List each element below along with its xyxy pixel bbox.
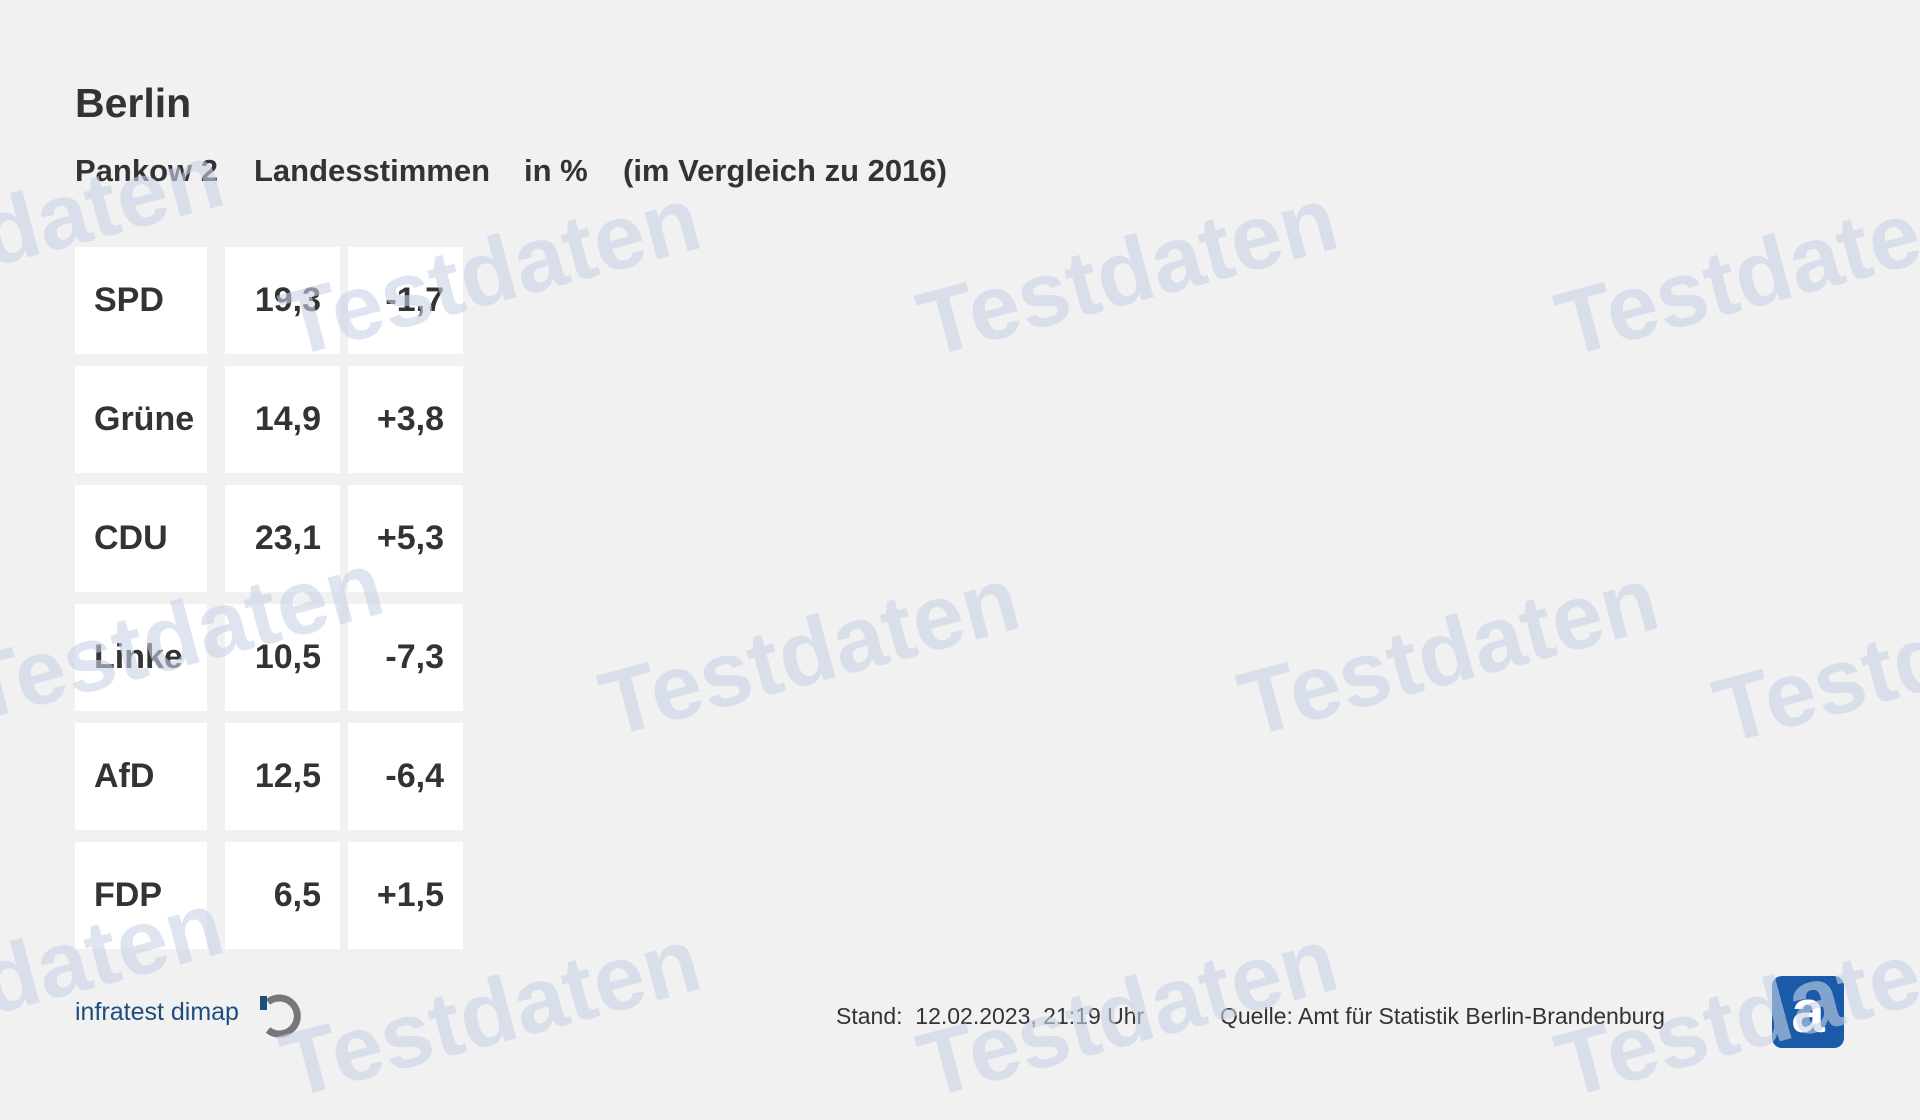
subtitle-compare: (im Vergleich zu 2016) xyxy=(623,153,947,188)
party-cell: Grüne xyxy=(75,366,207,473)
change-cell: +5,3 xyxy=(348,485,463,592)
brand-name: infratest dimap xyxy=(75,998,239,1026)
watermark: Testdaten xyxy=(1703,554,1920,764)
brand-logo xyxy=(260,994,301,1038)
channel-logo: a xyxy=(1772,976,1844,1048)
share-cell: 12,5 xyxy=(225,723,340,830)
watermark: Testdaten xyxy=(907,167,1348,377)
share-cell: 10,5 xyxy=(225,604,340,711)
timestamp-value: 12.02.2023, 21:19 Uhr xyxy=(915,1003,1145,1029)
watermark: Testdaten xyxy=(589,547,1030,757)
share-cell: 19,3 xyxy=(225,247,340,354)
change-cell: -7,3 xyxy=(348,604,463,711)
source: Quelle: Amt für Statistik Berlin-Branden… xyxy=(1220,1003,1665,1029)
share-cell: 6,5 xyxy=(225,842,340,949)
party-cell: FDP xyxy=(75,842,207,949)
change-cell: +1,5 xyxy=(348,842,463,949)
change-cell: -1,7 xyxy=(348,247,463,354)
watermark: Testdaten xyxy=(1545,167,1920,377)
subtitle-unit: in % xyxy=(524,153,588,188)
page: Berlin Pankow 2 Landesstimmen in % (im V… xyxy=(0,80,1920,1118)
svg-text:a: a xyxy=(1791,978,1825,1045)
party-cell: CDU xyxy=(75,485,207,592)
change-cell: -6,4 xyxy=(348,723,463,830)
share-cell: 14,9 xyxy=(225,366,340,473)
share-cell: 23,1 xyxy=(225,485,340,592)
subtitle-region: Pankow 2 xyxy=(75,153,218,188)
title: Berlin xyxy=(75,80,192,126)
change-cell: +3,8 xyxy=(348,366,463,473)
watermark: Testdaten xyxy=(1228,547,1669,757)
timestamp-label: Stand: xyxy=(836,1003,903,1029)
subtitle-vote: Landesstimmen xyxy=(254,153,491,188)
party-cell: SPD xyxy=(75,247,207,354)
timestamp: Stand: 12.02.2023, 21:19 Uhr xyxy=(836,1003,1144,1030)
party-cell: Linke xyxy=(75,604,207,711)
party-cell: AfD xyxy=(75,723,207,830)
